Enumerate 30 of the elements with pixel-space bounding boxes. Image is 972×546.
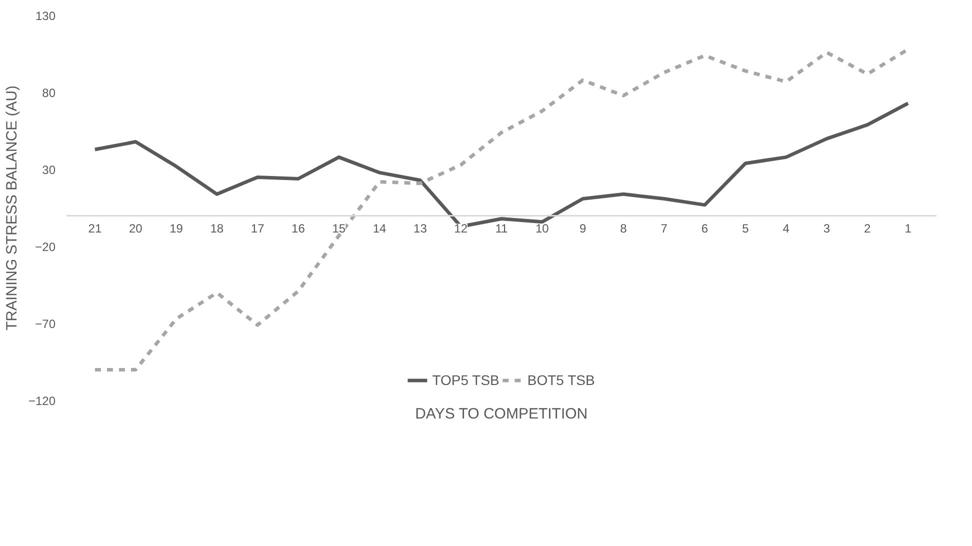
x-tick-label: 21 <box>88 222 102 236</box>
x-tick-label: 7 <box>660 222 668 236</box>
x-tick-label: 8 <box>620 222 628 236</box>
y-tick-label: 130 <box>35 9 56 23</box>
y-tick-label: −20 <box>35 240 56 254</box>
x-tick-label: 17 <box>250 222 265 236</box>
x-tick-label: 20 <box>128 222 143 236</box>
y-axis-title: TRAINING STRESS BALANCE (AU) <box>3 85 20 331</box>
x-tick-label: 19 <box>170 222 184 236</box>
x-tick-label: 11 <box>495 222 508 236</box>
x-axis-title: DAYS TO COMPETITION <box>415 406 588 422</box>
x-tick-label: 1 <box>904 222 912 236</box>
x-tick-label: 5 <box>742 222 750 236</box>
x-tick-label: 2 <box>864 222 872 236</box>
x-tick-label: 3 <box>823 222 830 236</box>
x-tick-label: 4 <box>782 222 790 236</box>
x-tick-label: 13 <box>414 222 428 236</box>
legend-label: TOP5 TSB <box>432 372 500 388</box>
y-tick-label: 30 <box>42 163 56 177</box>
x-tick-label: 14 <box>372 222 387 236</box>
x-tick-label: 6 <box>701 222 708 236</box>
x-tick-label: 9 <box>579 222 586 236</box>
x-tick-label: 16 <box>292 222 306 236</box>
y-tick-label: 80 <box>42 86 56 100</box>
y-tick-label: −120 <box>28 394 56 408</box>
legend-label: BOT5 TSB <box>527 372 595 388</box>
x-tick-label: 18 <box>210 222 224 236</box>
y-tick-label: −70 <box>35 317 56 331</box>
x-tick-label: 15 <box>332 222 346 236</box>
x-tick-label: 10 <box>535 222 550 236</box>
